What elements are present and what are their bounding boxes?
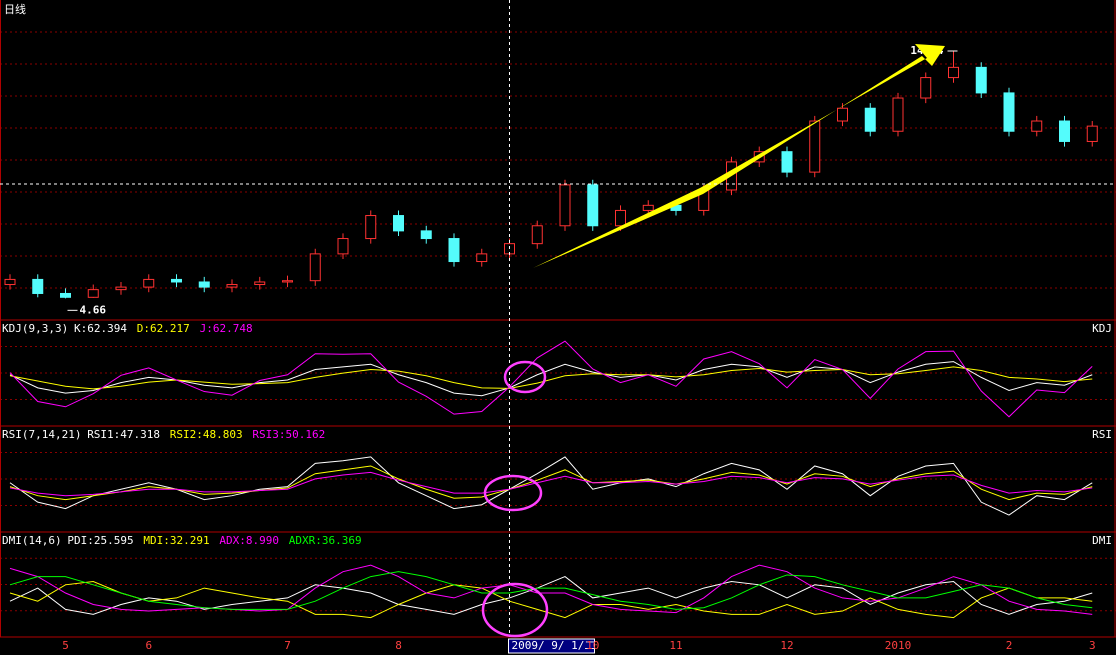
legend-entry: ADXR:36.369	[289, 534, 362, 547]
candle-body	[143, 278, 155, 288]
indicator-line	[9, 571, 1093, 610]
candle-body	[837, 107, 848, 122]
x-tick-label: 11	[669, 639, 682, 652]
indicator-line	[9, 340, 1093, 418]
candle-body	[87, 289, 99, 298]
indicator-title: KDJ(9,3,3)	[2, 322, 68, 335]
crosshair-date: 2009/ 9/ 1/二	[512, 639, 596, 652]
indicator-line	[9, 564, 1093, 615]
legend-entry: MDI:32.291	[143, 534, 209, 547]
candle-body	[1003, 92, 1015, 132]
legend-entry: J:62.748	[200, 322, 253, 335]
indicator-corner: RSI	[1092, 428, 1112, 441]
period-label: 日线	[4, 2, 26, 16]
x-tick-label: 7	[284, 639, 291, 652]
x-tick-label: 8	[395, 639, 402, 652]
candle-body	[254, 281, 266, 286]
crosshair-date-box	[508, 638, 595, 654]
legend-entry: ADX:8.990	[219, 534, 279, 547]
x-tick-label: 2010	[885, 639, 912, 652]
candle-body	[309, 253, 321, 282]
candle-body	[448, 238, 460, 263]
candle-body	[975, 66, 987, 94]
highlight-ellipse	[503, 360, 547, 394]
candle-body	[365, 215, 377, 240]
candle-body	[60, 292, 71, 298]
candle-body	[1086, 125, 1098, 142]
legend-entry: K:62.394	[74, 322, 127, 335]
x-tick-label: 3	[1089, 639, 1096, 652]
candle-body	[115, 286, 127, 291]
candle-body	[198, 281, 210, 288]
candle-body	[32, 278, 44, 294]
candle-body	[1031, 120, 1043, 132]
candle-body	[920, 77, 932, 99]
indicator-corner: DMI	[1092, 534, 1112, 547]
legend-entry: PDI:25.595	[67, 534, 133, 547]
candle-body	[948, 66, 959, 79]
indicator-corner: KDJ	[1092, 322, 1112, 335]
legend-entry: RSI3:50.162	[252, 428, 325, 441]
candle-body	[393, 215, 404, 232]
candle-body	[781, 151, 793, 173]
candle-body	[4, 278, 16, 286]
legend-entry: RSI2:48.803	[170, 428, 243, 441]
candle-body	[531, 225, 543, 245]
candle-body	[1059, 120, 1070, 142]
x-tick-label: 10	[586, 639, 599, 652]
indicator-line	[9, 576, 1093, 615]
indicator-line	[9, 361, 1093, 397]
candle-body	[892, 97, 904, 132]
candle-body	[559, 184, 571, 227]
candle-body	[171, 278, 182, 283]
candle-body	[809, 120, 821, 173]
candle-body	[226, 284, 238, 288]
candle-body	[282, 280, 293, 283]
indicator-line	[9, 465, 1093, 501]
low-label: 4.66	[80, 303, 107, 316]
x-tick-label: 6	[145, 639, 152, 652]
candle-body	[615, 209, 626, 227]
indicator-title: DMI(14,6)	[2, 534, 62, 547]
x-tick-label: 12	[780, 639, 793, 652]
legend-entry: RSI1:47.318	[87, 428, 160, 441]
candle-body	[587, 184, 599, 227]
highlight-ellipse	[483, 474, 543, 512]
candle-body	[642, 204, 654, 211]
indicator-line	[9, 456, 1093, 516]
candle-body	[476, 253, 488, 263]
candle-body	[864, 107, 876, 132]
legend-entry: D:62.217	[137, 322, 190, 335]
indicator-line	[9, 471, 1093, 497]
indicator-title: RSI(7,14,21)	[2, 428, 81, 441]
candle-body	[420, 230, 432, 240]
indicator-line	[9, 581, 1093, 619]
highlight-ellipse	[481, 582, 549, 638]
x-tick-label: 2	[1006, 639, 1013, 652]
candle-body	[337, 238, 349, 255]
indicator-line	[9, 366, 1093, 390]
x-tick-label: 5	[62, 639, 69, 652]
